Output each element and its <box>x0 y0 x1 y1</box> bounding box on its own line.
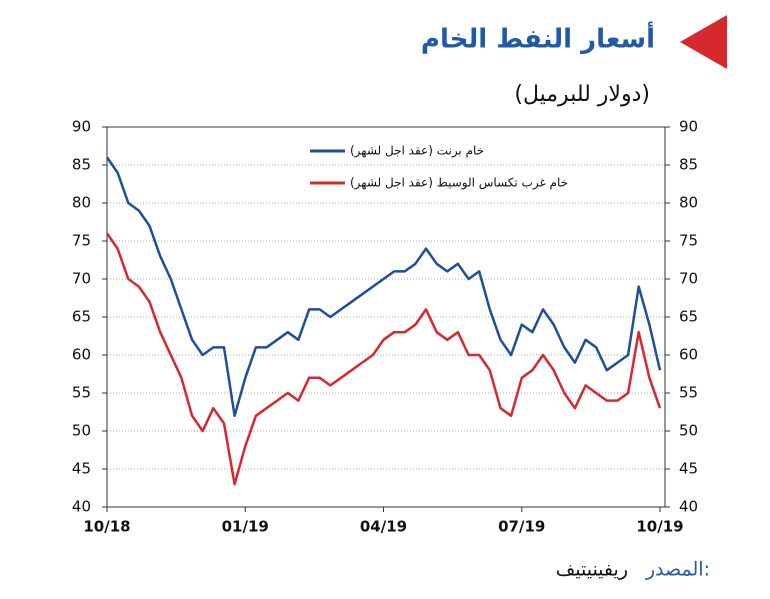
y-tick-label: 80 <box>72 194 91 212</box>
y-tick-label: 85 <box>72 156 91 174</box>
series-line <box>105 156 662 418</box>
x-tick-label: 10/19 <box>636 518 683 536</box>
x-tick-label: 04/19 <box>360 518 407 536</box>
x-tick-label: 07/19 <box>498 518 545 536</box>
y2-tick-label: 65 <box>679 308 698 326</box>
series-line <box>105 232 662 486</box>
legend-label: خام برنت (عقد اجل لشهر) <box>350 144 484 159</box>
y2-tick-label: 85 <box>679 156 698 174</box>
y2-tick-label: 75 <box>679 232 698 250</box>
y2-tick-label: 45 <box>679 460 698 478</box>
y2-tick-label: 60 <box>679 346 698 364</box>
y-tick-label: 75 <box>72 232 91 250</box>
legend-label: خام غرب تكساس الوسيط (عقد اجل لشهر) <box>350 176 568 191</box>
y2-tick-label: 80 <box>679 194 698 212</box>
y-tick-label: 45 <box>72 460 91 478</box>
y-tick-label: 90 <box>72 118 91 136</box>
y-tick-label: 60 <box>72 346 91 364</box>
x-tick-label: 01/19 <box>222 518 269 536</box>
y2-tick-label: 50 <box>679 422 698 440</box>
chart-title: أسعار النفط الخام <box>421 22 655 55</box>
chart-subtitle: (دولار للبرميل) <box>514 82 650 107</box>
y2-tick-label: 55 <box>679 384 698 402</box>
title-marker <box>680 15 727 69</box>
y-tick-label: 40 <box>72 498 91 516</box>
y2-tick-label: 70 <box>679 270 698 288</box>
x-tick-label: 10/18 <box>83 518 130 536</box>
y-tick-label: 55 <box>72 384 91 402</box>
source-name: ريفينيتيف <box>556 559 628 581</box>
y-tick-label: 70 <box>72 270 91 288</box>
y2-tick-label: 90 <box>679 118 698 136</box>
y2-tick-label: 40 <box>679 498 698 516</box>
source-label: المصدر: <box>645 559 710 581</box>
y-tick-label: 65 <box>72 308 91 326</box>
plot-frame <box>106 126 666 508</box>
y-tick-label: 50 <box>72 422 91 440</box>
